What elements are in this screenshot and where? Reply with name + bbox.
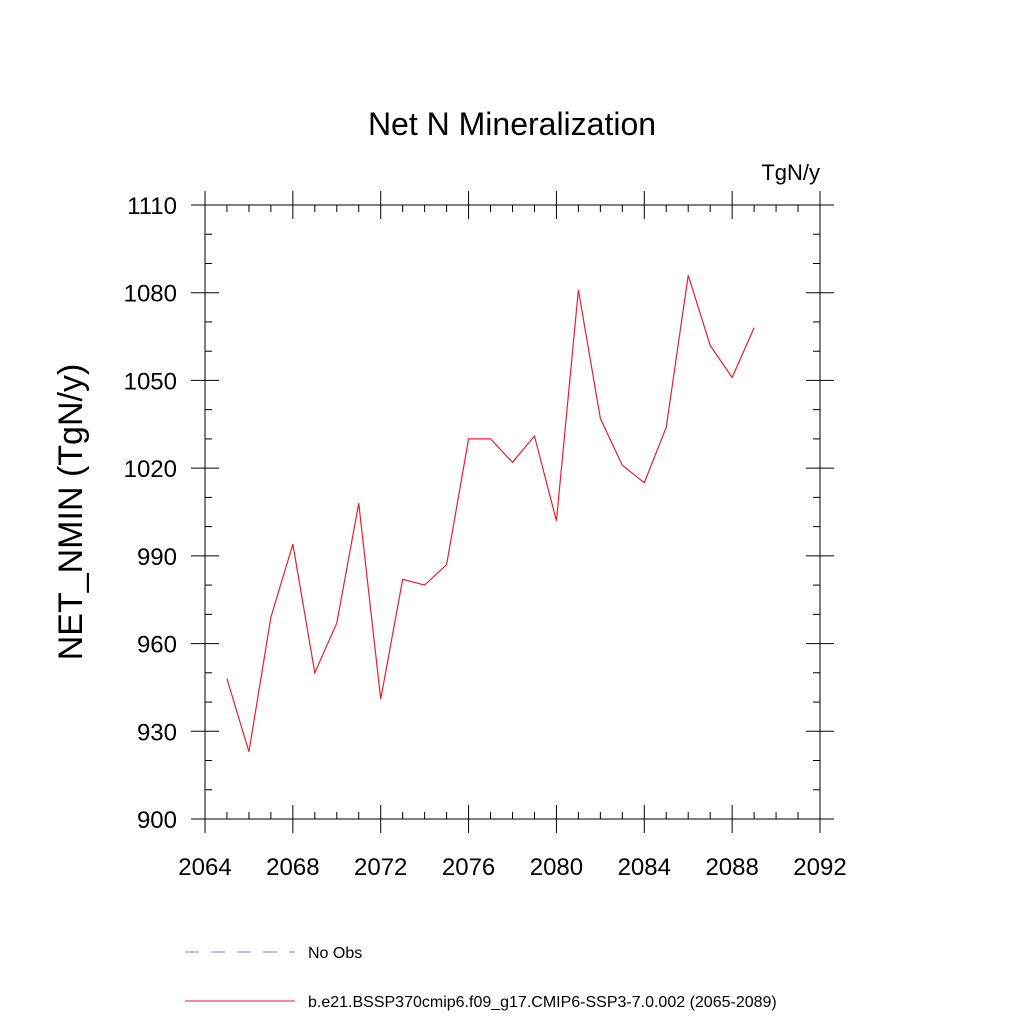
x-tick-label: 2088 [705,854,758,881]
legend-label-model-run: b.e21.BSSP370cmip6.f09_g17.CMIP6-SSP3-7.… [308,994,777,1011]
x-tick-label: 2064 [178,854,231,881]
legend: No Obs b.e21.BSSP370cmip6.f09_g17.CMIP6-… [185,945,777,1011]
legend-label-no-obs: No Obs [308,945,362,962]
x-tick-label: 2072 [354,854,407,881]
y-tick-label: 1020 [124,456,177,483]
series-line-0 [226,274,755,752]
x-tick-label: 2084 [618,854,671,881]
y-tick-label: 1050 [124,368,177,395]
y-tick-label: 930 [137,719,177,746]
plot-frame [204,204,821,820]
x-tick-label: 2076 [442,854,495,881]
axis-ticks [191,191,834,833]
y-tick-label: 1110 [127,193,177,220]
x-tick-label: 2092 [793,854,846,881]
x-tick-label: 2080 [530,854,583,881]
x-tick-label: 2068 [266,854,319,881]
series-layer [226,274,755,752]
y-axis-label: NET_NMIN (TgN/y) [52,364,90,661]
y-tick-label: 1080 [124,281,177,308]
axis-tick-labels: 2064 2068 2072 2076 2080 2084 2088 2092 900 930 96… [124,193,847,881]
y-tick-label: 900 [137,807,177,834]
chart-title: Net N Mineralization [368,106,656,142]
units-label: TgN/y [761,160,820,185]
y-tick-label: 990 [137,544,177,571]
y-tick-label: 960 [137,632,177,659]
